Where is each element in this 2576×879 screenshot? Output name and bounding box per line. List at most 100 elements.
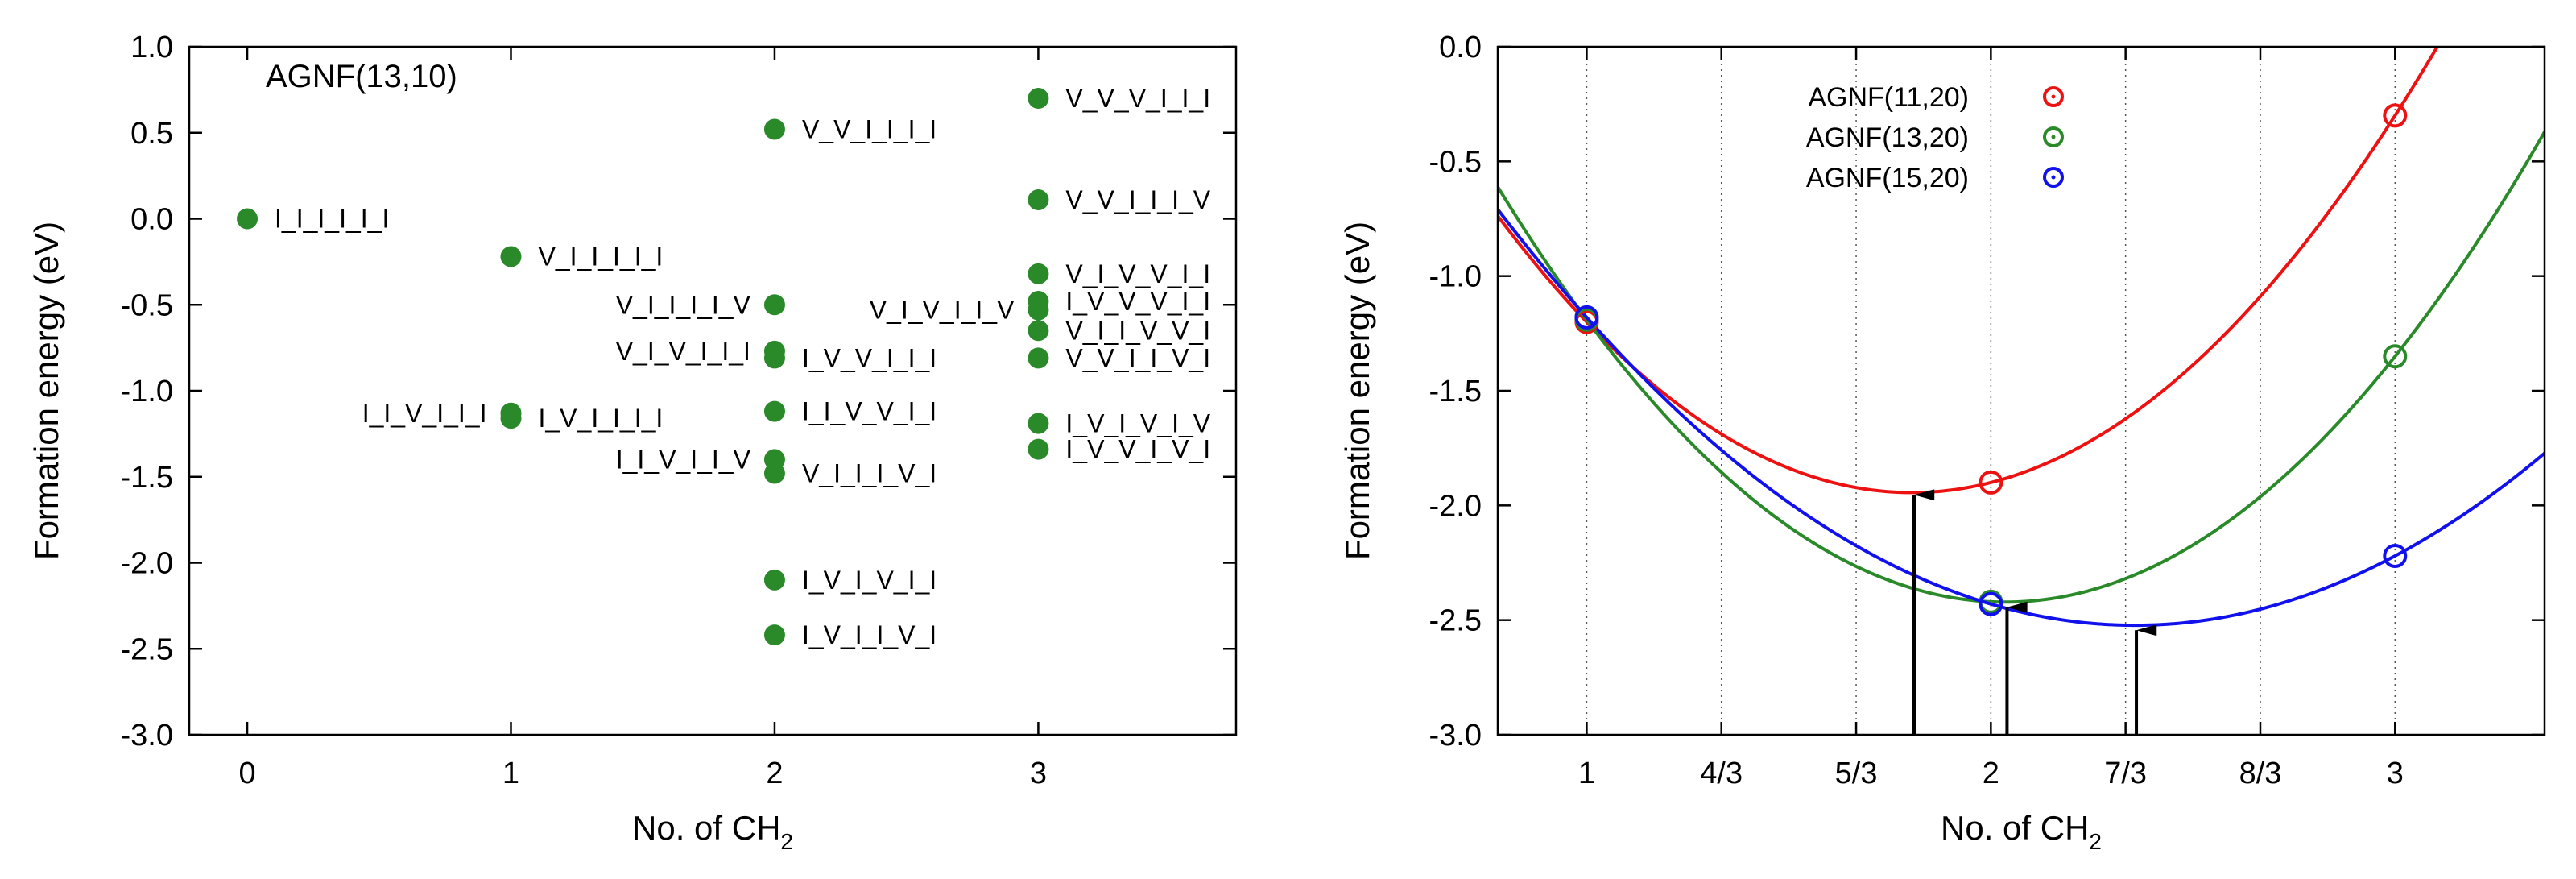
left-chart: 1.0 0.5 0.0 -0.5 -1.0 -1.5 -2.0 -2.5 -3.0 0 1 2 3 I_…: [27, 31, 1238, 854]
left-data-point: [763, 347, 785, 369]
left-data-point: [237, 208, 258, 230]
right-y-tick-label: -2.5: [1429, 604, 1482, 638]
left-y-tick-label: -2.5: [121, 632, 173, 666]
right-chart: 0.0 -0.5 -1.0 -1.5 -2.0 -2.5 -3.0 1 4/3 5/3 2 7/3 8/…: [1338, 31, 2546, 854]
left-x-tick-label: 1: [502, 757, 519, 790]
right-x-tick-label: 4/3: [1700, 757, 1743, 790]
right-y-tick-label: -1.5: [1429, 375, 1482, 408]
left-panel-title: AGNF(13,10): [266, 59, 457, 94]
left-data-point: [1028, 88, 1049, 110]
left-point-label: I_I_V_V_I_I: [802, 397, 937, 426]
right-minimum-arrows: [1912, 489, 2157, 735]
left-x-axis-title: No. of CH2: [632, 809, 793, 854]
left-y-tick-label: 1.0: [130, 31, 173, 64]
left-data-point: [763, 462, 785, 484]
left-point-label: V_V_I_I_I_V: [1065, 185, 1210, 214]
left-point-label: V_V_V_I_I_I: [1065, 84, 1210, 113]
left-y-tick-label: -3.0: [121, 719, 173, 753]
left-point-label: I_V_I_V_I_V: [1065, 409, 1210, 438]
left-x-axis-title-text: No. of CH: [632, 809, 780, 847]
left-y-axis-title: Formation energy (eV): [27, 222, 65, 560]
left-point-label: I_V_V_I_I_I: [802, 343, 937, 372]
left-x-axis-title-subscript: 2: [780, 829, 793, 854]
left-x-tick-label: 3: [1030, 757, 1047, 790]
left-y-tick-label: 0.5: [130, 117, 173, 151]
left-data-point: [763, 400, 785, 422]
legend-marker: [2043, 126, 2064, 147]
data-point-series-1: [1979, 470, 2003, 495]
right-x-tick-label: 8/3: [2239, 757, 2282, 790]
left-x-tick-label: 0: [238, 757, 255, 790]
legend-marker-dot: [2051, 94, 2056, 99]
right-legend: AGNF(11,20) AGNF(13,20) AGNF(15,20): [1806, 82, 2064, 193]
left-point-label: V_I_V_V_I_I: [1065, 259, 1210, 288]
legend-label: AGNF(13,20): [1806, 122, 1969, 153]
left-y-tick-label: -1.5: [121, 461, 173, 495]
left-point-label: V_I_V_I_I_I: [616, 337, 750, 366]
data-point-series-1: [2383, 103, 2408, 128]
right-data-points: [1574, 103, 2408, 616]
left-data-point: [500, 246, 522, 267]
right-y-tick-label: -0.5: [1429, 145, 1482, 179]
left-data-point: [1028, 438, 1049, 460]
right-y-axis-title: Formation energy (eV): [1338, 222, 1376, 560]
legend-label: AGNF(15,20): [1806, 163, 1969, 193]
data-point-series-3: [1979, 591, 2003, 616]
legend-marker: [2043, 167, 2064, 188]
left-ticks: 1.0 0.5 0.0 -0.5 -1.0 -1.5 -2.0 -2.5 -3.0 0 1 2 3: [121, 31, 1236, 790]
left-point-label: I_V_I_V_I_I: [802, 566, 937, 595]
legend-label: AGNF(11,20): [1808, 82, 1969, 113]
curve-series-2: [1498, 131, 2545, 604]
left-y-tick-label: -0.5: [121, 288, 173, 322]
right-x-tick-label: 2: [1983, 757, 1999, 790]
left-data-point: [500, 408, 522, 429]
right-grid: [1586, 47, 2396, 735]
right-x-tick-label: 5/3: [1835, 757, 1878, 790]
right-y-tick-label: -3.0: [1429, 719, 1482, 753]
right-ticks: 0.0 -0.5 -1.0 -1.5 -2.0 -2.5 -3.0 1 4/3 5/3 2 7/3 8/…: [1429, 31, 2545, 790]
legend-marker: [2043, 86, 2064, 107]
left-data-point: [1028, 263, 1049, 284]
left-data-point: [763, 118, 785, 140]
right-x-tick-label: 1: [1578, 757, 1595, 790]
left-data-point: [1028, 347, 1049, 369]
left-plot-frame: [188, 45, 1238, 736]
left-point-label: I_V_V_V_I_I: [1065, 287, 1210, 316]
left-data-point: [763, 294, 785, 316]
left-point-label: I_V_V_I_V_I: [1065, 435, 1210, 464]
data-point-series-3: [1574, 305, 1599, 330]
left-data-point: [1028, 413, 1049, 434]
left-point-label: I_V_I_I_I_I: [538, 404, 663, 433]
left-point-label: V_V_I_I_V_I: [1065, 343, 1210, 372]
data-point-series-3: [2383, 543, 2408, 568]
left-data-point: [763, 624, 785, 646]
left-point-label: V_I_V_I_I_V: [870, 296, 1015, 325]
curve-series-1: [1498, 47, 2440, 495]
right-x-axis-title: No. of CH2: [1941, 809, 2102, 854]
left-point-label: I_I_V_I_I_V: [616, 445, 751, 474]
left-y-tick-label: -1.0: [121, 375, 173, 408]
left-data-point: [1028, 320, 1049, 342]
left-y-tick-label: -2.0: [121, 547, 173, 581]
left-point-label: V_I_I_I_V_I: [802, 458, 937, 487]
legend-marker-dot: [2051, 135, 2056, 139]
left-point-label: V_I_I_I_I_V: [616, 290, 751, 319]
right-curves: [1498, 47, 2545, 628]
data-point-series-2: [2383, 344, 2408, 369]
left-x-tick-label: 2: [766, 757, 783, 790]
left-data-point: [763, 569, 785, 591]
right-y-tick-label: -1.0: [1429, 260, 1482, 294]
right-x-axis-title-text: No. of CH: [1941, 809, 2089, 847]
right-x-tick-label: 3: [2387, 757, 2404, 790]
right-x-tick-label: 7/3: [2104, 757, 2147, 790]
left-data-point: [1028, 189, 1049, 211]
left-point-label: I_V_I_I_V_I: [802, 620, 937, 649]
left-point-label: V_I_I_I_I_I: [538, 242, 663, 271]
left-point-label: I_I_V_I_I_I: [362, 399, 487, 428]
left-y-tick-label: 0.0: [130, 203, 173, 237]
right-x-axis-title-subscript: 2: [2089, 829, 2102, 854]
left-point-label: V_V_I_I_I_I: [802, 114, 937, 143]
legend-marker-dot: [2051, 175, 2056, 180]
left-point-label: I_I_I_I_I_I: [275, 205, 389, 234]
